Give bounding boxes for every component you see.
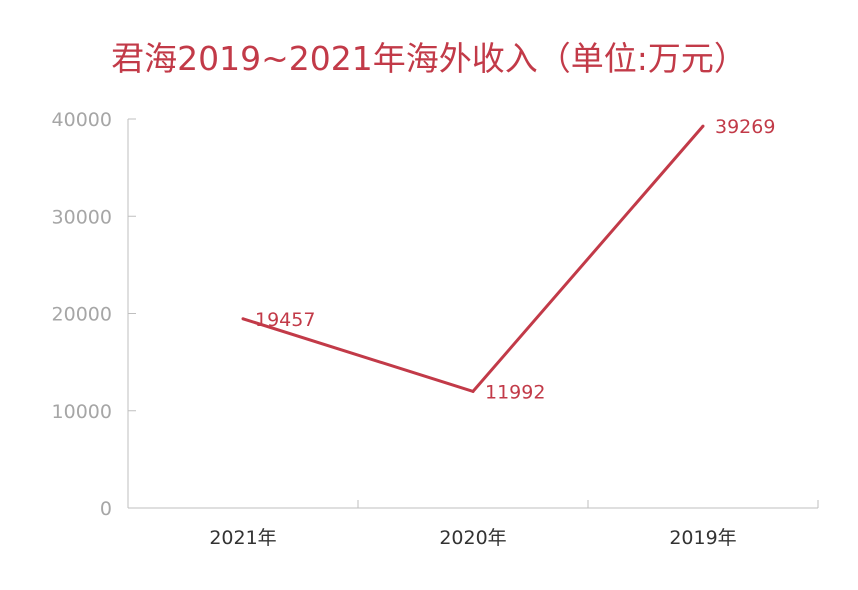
data-labels: 19457 11992 39269: [255, 116, 775, 403]
y-tick-label: 30000: [52, 206, 112, 228]
x-tick-label: 2019年: [669, 527, 736, 549]
y-tick-label: 10000: [52, 401, 112, 423]
data-point: [241, 317, 245, 321]
series-line: [242, 125, 705, 394]
y-axis: 0 10000 20000 30000 40000: [52, 109, 136, 520]
data-point: [471, 389, 475, 393]
x-axis: 2021年 2020年 2019年: [128, 500, 819, 549]
data-label: 11992: [485, 381, 545, 403]
series-group: [241, 124, 705, 394]
data-label: 39269: [715, 116, 775, 138]
y-tick-label: 0: [100, 498, 112, 520]
x-tick-label: 2020年: [439, 527, 506, 549]
x-tick-label: 2021年: [209, 527, 276, 549]
y-tick-label: 20000: [52, 304, 112, 326]
data-label: 19457: [255, 309, 315, 331]
y-tick-label: 40000: [52, 109, 112, 131]
data-point: [701, 124, 705, 128]
chart-title: 君海2019~2021年海外收入（单位:万元）: [111, 39, 747, 78]
